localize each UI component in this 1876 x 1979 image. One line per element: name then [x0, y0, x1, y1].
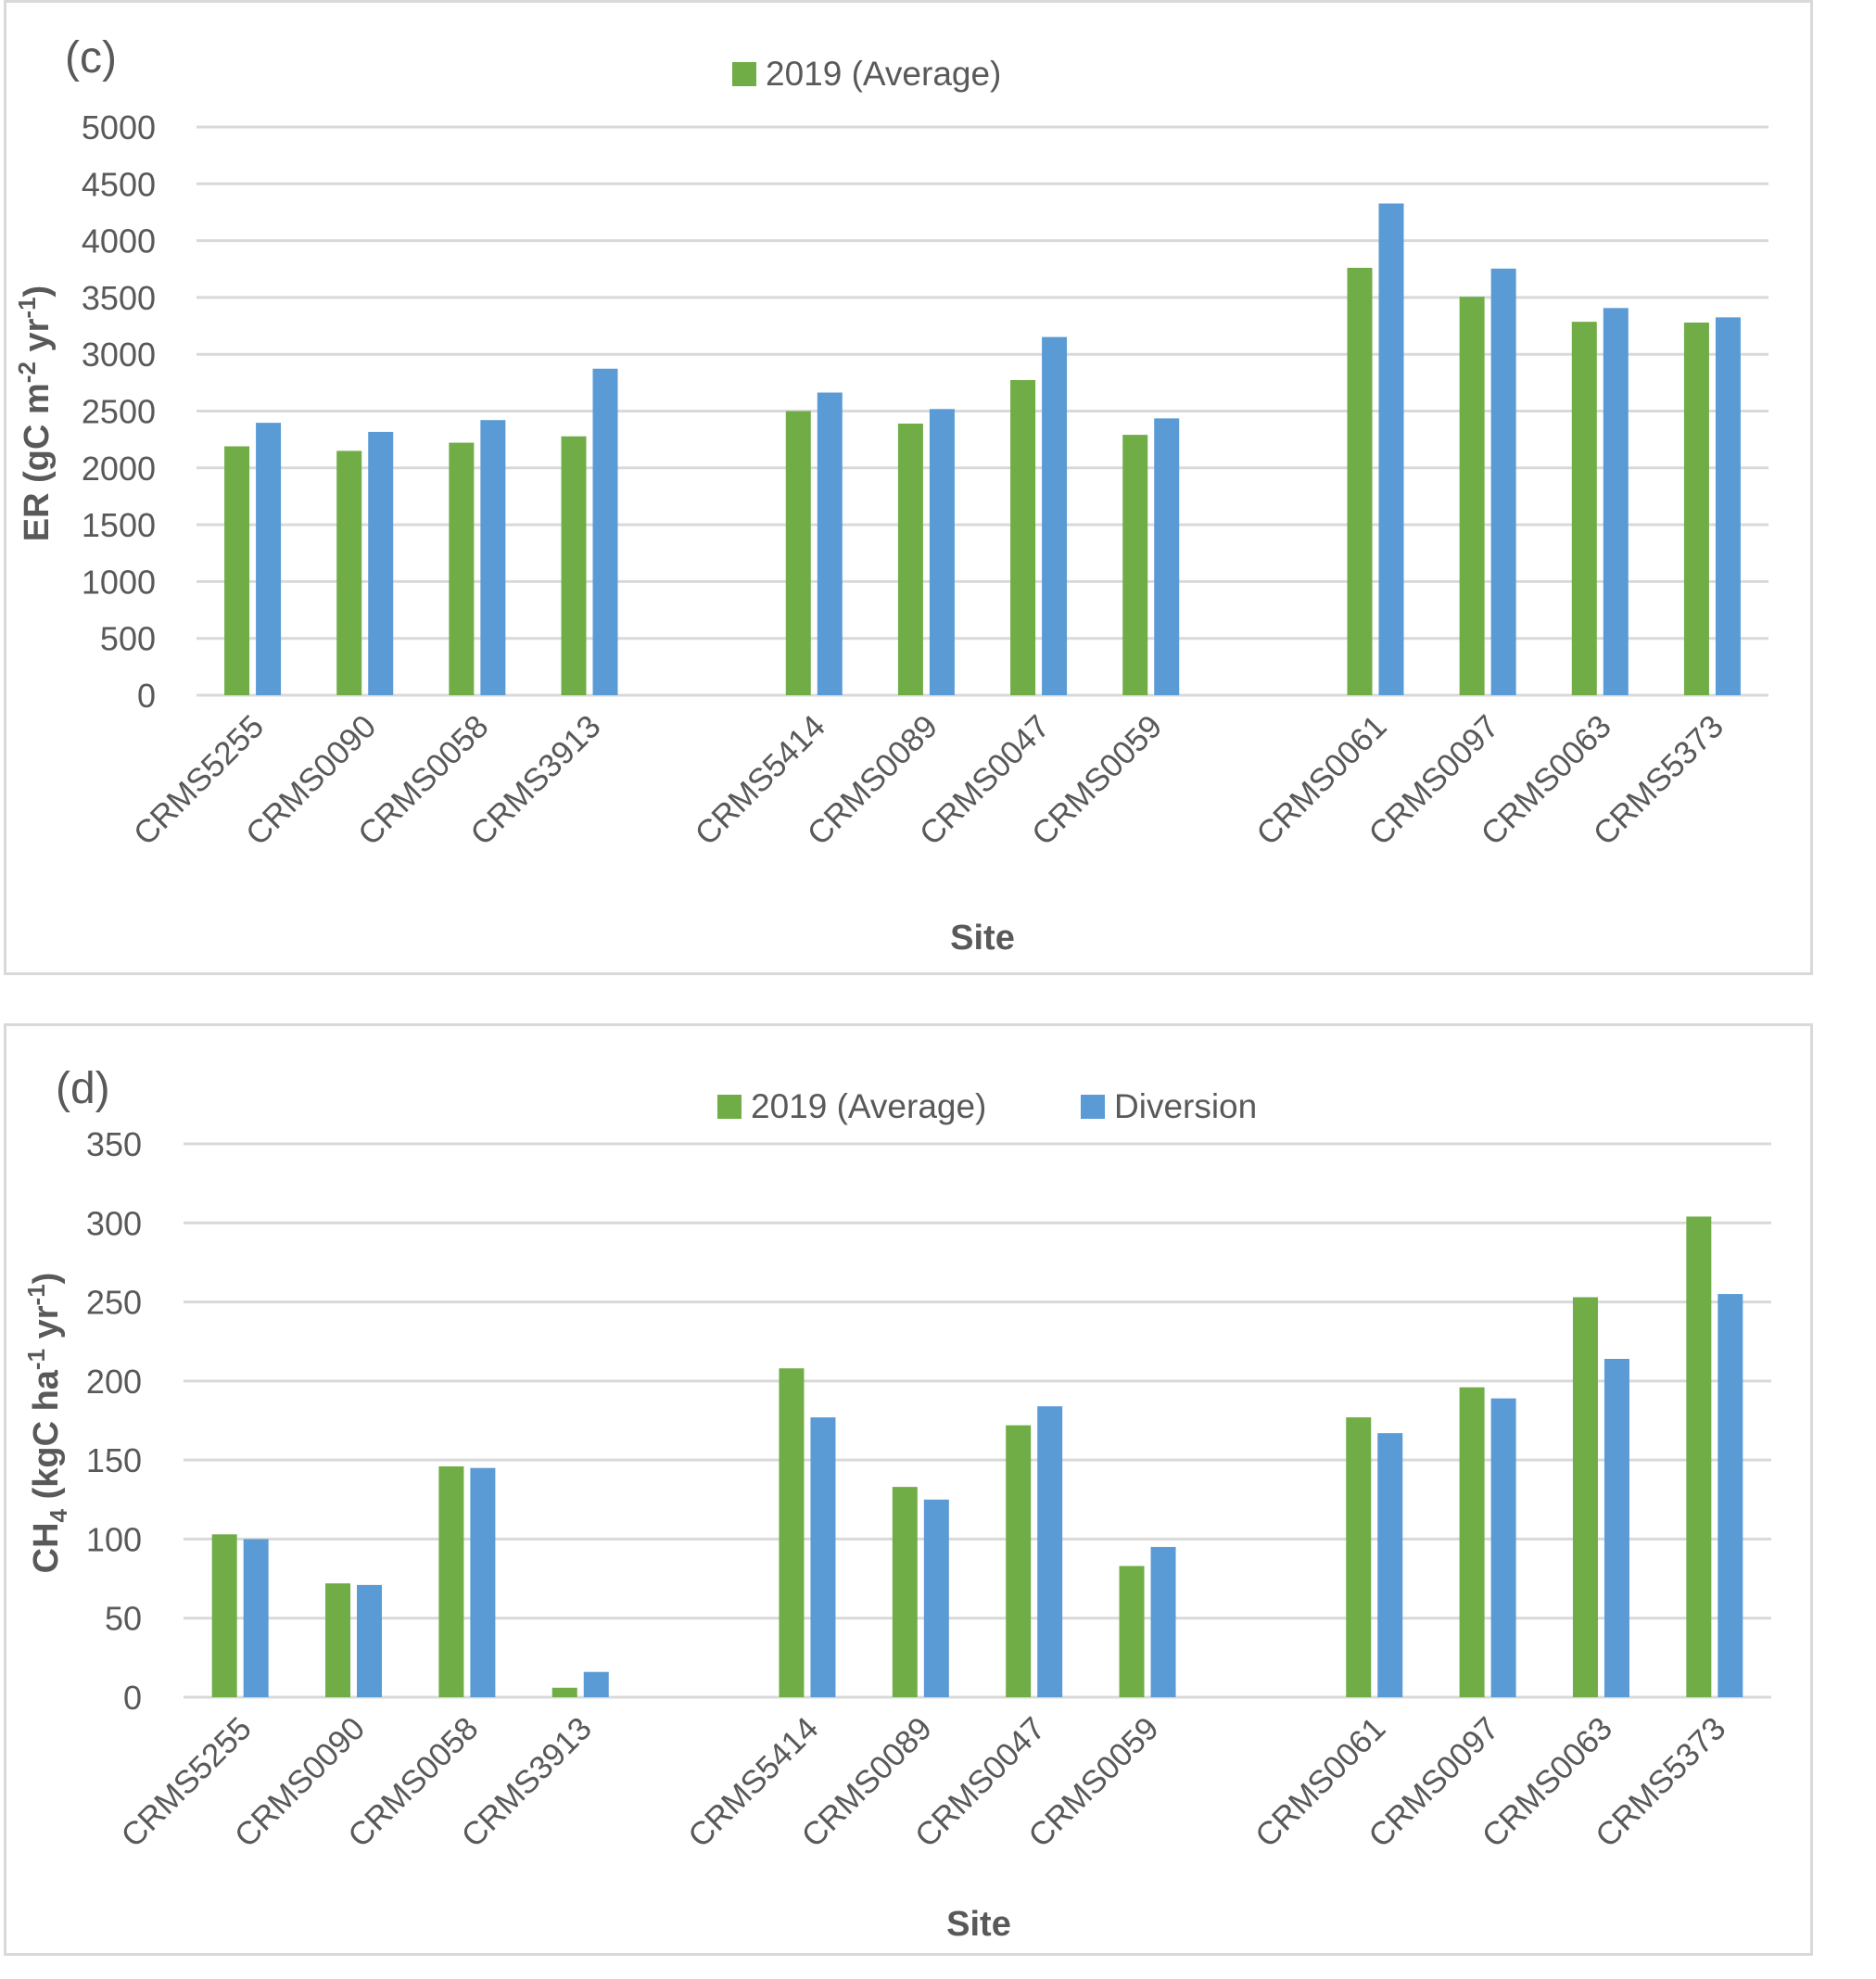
x-axis-title-c: Site	[950, 919, 1015, 958]
bar-average-crms0090	[325, 1583, 351, 1697]
y-axis-title-d-sup1: -1	[22, 1349, 50, 1370]
bar-average-crms0059	[1119, 1566, 1145, 1697]
panel-label-c: (c)	[65, 33, 117, 82]
bar-diversion-crms0063	[1603, 308, 1629, 695]
bar-diversion-crms0058	[470, 1467, 496, 1697]
bar-average-crms0090	[336, 450, 362, 695]
y-tick-label: 100	[86, 1520, 142, 1558]
legend-d: 2019 (Average) Diversion	[717, 1087, 1257, 1125]
bar-average-crms5373	[1683, 322, 1709, 695]
y-tick-label: 3000	[82, 336, 156, 374]
bar-average-crms5414	[785, 411, 811, 695]
y-axis-title-d-sup2: -1	[22, 1284, 50, 1305]
bar-diversion-crms0097	[1490, 268, 1516, 695]
bar-average-crms5255	[224, 446, 250, 695]
bar-diversion-crms0089	[929, 409, 955, 695]
bar-diversion-crms0090	[368, 431, 394, 695]
y-axis-title-d-mid: yr	[27, 1305, 66, 1349]
y-axis-title-d-main2: (kgC ha	[27, 1369, 66, 1509]
y-tick-label: 2000	[82, 450, 156, 488]
bar-diversion-crms5255	[256, 423, 282, 695]
legend-swatch-diversion	[1081, 1095, 1105, 1119]
bar-average-crms5373	[1686, 1216, 1712, 1697]
bar-diversion-crms5414	[810, 1417, 836, 1697]
bar-average-crms0097	[1459, 297, 1485, 695]
y-axis-title-c-end: )	[18, 285, 57, 298]
bar-diversion-crms5255	[243, 1539, 269, 1697]
bar-diversion-crms5373	[1718, 1294, 1743, 1697]
bar-diversion-crms0059	[1150, 1546, 1176, 1697]
bar-diversion-crms0058	[480, 420, 506, 695]
panel-label-d: (d)	[56, 1064, 110, 1113]
y-tick-label: 300	[86, 1204, 142, 1242]
bar-average-crms5414	[779, 1368, 805, 1697]
bar-diversion-crms0090	[357, 1584, 383, 1697]
y-tick-label: 3500	[82, 279, 156, 317]
y-tick-label: 4500	[82, 165, 156, 203]
y-axis-title-d-end: )	[27, 1273, 66, 1285]
bar-diversion-crms0059	[1154, 418, 1180, 695]
bar-average-crms0097	[1459, 1387, 1485, 1697]
bar-diversion-crms3913	[583, 1671, 609, 1697]
y-axis-title-c-mid: yr	[18, 318, 57, 362]
bar-average-crms0063	[1572, 1297, 1598, 1697]
legend-label-diversion: Diversion	[1114, 1087, 1257, 1125]
bar-diversion-crms0047	[1042, 336, 1068, 695]
bar-diversion-crms3913	[592, 368, 618, 695]
y-tick-label: 150	[86, 1441, 142, 1479]
y-tick-label: 2500	[82, 393, 156, 431]
bar-diversion-crms0089	[923, 1499, 949, 1697]
bar-average-crms3913	[551, 1687, 577, 1697]
bar-average-crms0061	[1347, 267, 1373, 695]
bar-diversion-crms0061	[1377, 1433, 1403, 1697]
bar-average-crms0059	[1122, 435, 1148, 695]
bar-average-crms0058	[449, 442, 475, 695]
y-tick-label: 5000	[82, 108, 156, 146]
bar-average-crms0089	[897, 423, 923, 695]
x-axis-title-d: Site	[946, 1905, 1011, 1944]
y-axis-title-d-sub: 4	[44, 1508, 72, 1522]
legend-label-average: 2019 (Average)	[751, 1087, 986, 1125]
y-axis-title-c-main: ER (gC m	[18, 383, 57, 541]
legend-swatch-average	[717, 1095, 742, 1119]
bar-diversion-crms0063	[1603, 1358, 1629, 1697]
plot-area-c: 0 500 1000 1500 2000 2500 3000 3500 4000 4500 5000…	[82, 108, 1768, 853]
y-tick-label: 0	[123, 1679, 142, 1717]
plot-area-d: 050100150200250300350CRMS5255CRMS0090CRM…	[86, 1125, 1771, 1855]
legend-swatch-average	[732, 62, 756, 86]
bar-diversion-crms0047	[1037, 1406, 1063, 1697]
y-axis-title-c: ER (gC m-2 yr-1)	[13, 285, 57, 541]
bar-average-crms0047	[1010, 380, 1036, 695]
bar-average-crms0063	[1571, 322, 1597, 695]
y-axis-title-c-sup2: -1	[13, 297, 41, 318]
y-tick-label: 250	[86, 1284, 142, 1322]
bar-average-crms5255	[211, 1534, 237, 1697]
bar-average-crms3913	[561, 436, 587, 695]
bar-average-crms0058	[438, 1465, 464, 1697]
y-axis-title-c-sup1: -2	[13, 362, 41, 383]
bar-average-crms0089	[892, 1487, 918, 1697]
y-tick-label: 500	[100, 620, 156, 658]
bar-average-crms0047	[1006, 1425, 1032, 1697]
legend-c: 2019 (Average)	[732, 55, 1001, 93]
y-tick-label: 0	[137, 677, 156, 715]
y-tick-label: 200	[86, 1363, 142, 1401]
bar-average-crms0061	[1346, 1417, 1372, 1697]
bar-diversion-crms0061	[1378, 203, 1404, 696]
y-axis-title-d: CH4 (kgC ha-1 yr-1)	[22, 1273, 72, 1574]
y-tick-label: 1500	[82, 506, 156, 544]
y-tick-label: 1000	[82, 563, 156, 601]
bar-diversion-crms5414	[817, 392, 843, 695]
y-tick-label: 350	[86, 1125, 142, 1163]
y-axis-title-d-main: CH	[27, 1522, 66, 1573]
legend-label-average: 2019 (Average)	[766, 55, 1001, 93]
bar-diversion-crms5373	[1715, 317, 1741, 695]
y-tick-label: 50	[105, 1600, 142, 1638]
bar-diversion-crms0097	[1490, 1398, 1516, 1697]
y-tick-label: 4000	[82, 222, 156, 260]
